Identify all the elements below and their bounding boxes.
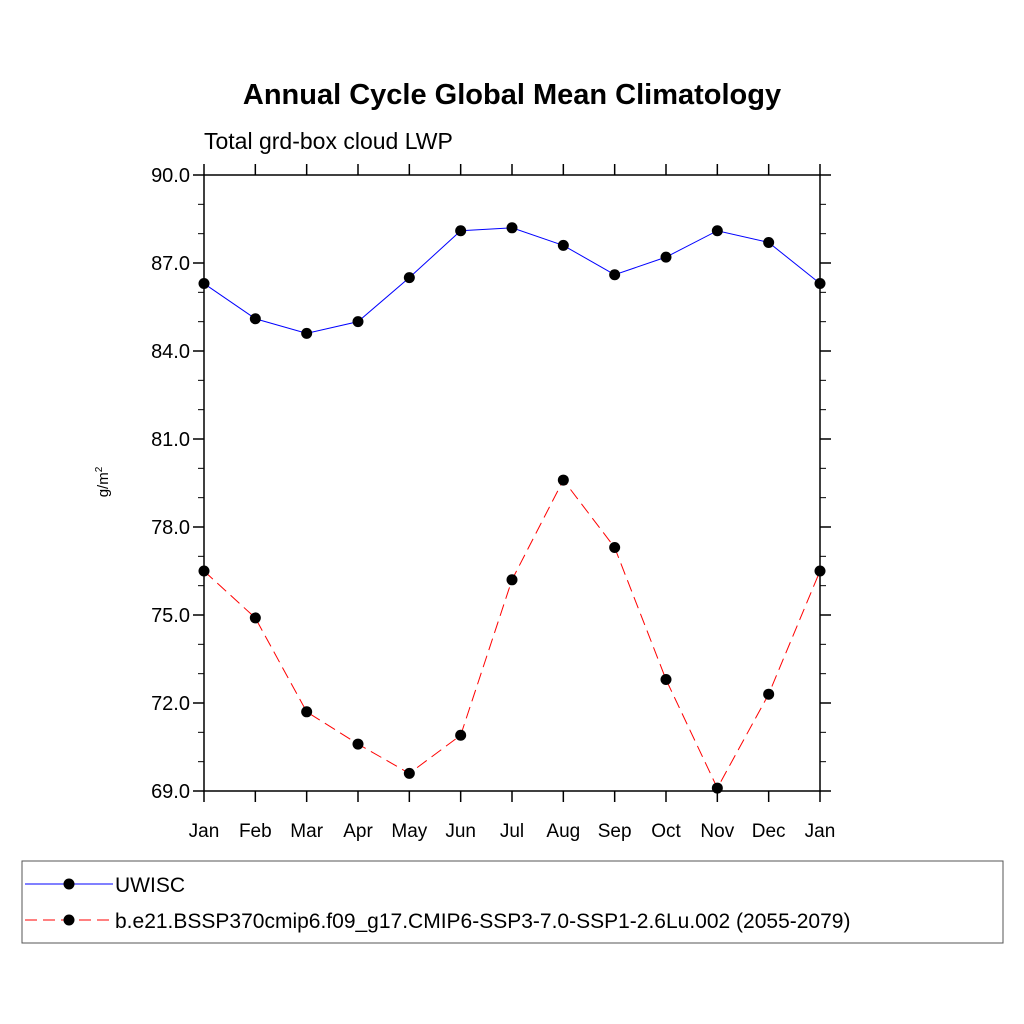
data-point [403, 272, 415, 284]
x-tick-label: Mar [290, 821, 323, 842]
series-layer [198, 222, 826, 794]
data-point [455, 729, 467, 741]
y-axis-label-text: g/m [95, 472, 112, 497]
legend-marker [63, 878, 75, 890]
legend-entry-2: b.e21.BSSP370cmip6.f09_g17.CMIP6-SSP3-7.… [25, 910, 850, 933]
x-tick-label: Jun [445, 821, 476, 842]
data-point [506, 222, 518, 234]
axis-ticks [193, 164, 831, 802]
data-point [249, 612, 261, 624]
data-point [557, 474, 569, 486]
x-tick-label: Jul [500, 821, 524, 842]
data-point [711, 782, 723, 794]
data-point [352, 316, 364, 328]
legend-box [21, 860, 1004, 944]
y-tick-label: 87.0 [151, 253, 190, 275]
x-tick-label: Oct [651, 821, 681, 842]
legend: UWISC b.e21.BSSP370cmip6.f09_g17.CMIP6-SS… [21, 860, 1004, 944]
data-point [249, 313, 261, 325]
data-point [609, 542, 621, 554]
y-tick-label: 78.0 [151, 517, 190, 539]
data-point [455, 225, 467, 237]
data-point [660, 251, 672, 263]
y-tick-label: 84.0 [151, 341, 190, 363]
x-tick-label: Sep [598, 821, 632, 842]
x-tick-label: Aug [546, 821, 580, 842]
y-axis-label: g/m2 [94, 466, 112, 497]
y-tick-label: 75.0 [151, 605, 190, 627]
data-point [301, 706, 313, 718]
y-tick-label: 72.0 [151, 693, 190, 715]
data-point [557, 239, 569, 251]
series-1 [198, 222, 826, 339]
plot-frame [203, 174, 821, 792]
y-tick-label: 81.0 [151, 429, 190, 451]
legend-entries: UWISC b.e21.BSSP370cmip6.f09_g17.CMIP6-SS… [25, 874, 850, 933]
data-point [711, 225, 723, 237]
series-2 [198, 474, 826, 794]
x-tick-label: Dec [752, 821, 786, 842]
data-point [301, 327, 313, 339]
data-point [403, 767, 415, 779]
y-tick-label: 69.0 [151, 781, 190, 803]
chart-subtitle: Total grd-box cloud LWP [204, 128, 453, 154]
x-tick-label: May [391, 821, 427, 842]
data-point [609, 269, 621, 281]
x-tick-label: Jan [189, 821, 220, 842]
data-point [763, 688, 775, 700]
axis-tick-labels: 90.0 87.0 84.0 81.0 78.0 75.0 72.0 69.0 Jan Feb Ma… [151, 165, 835, 842]
legend-label: UWISC [115, 874, 185, 897]
series-line [203, 479, 821, 790]
data-point [506, 574, 518, 586]
legend-label: b.e21.BSSP370cmip6.f09_g17.CMIP6-SSP3-7.… [115, 910, 850, 933]
legend-marker [63, 914, 75, 926]
x-tick-label: Jan [805, 821, 836, 842]
x-tick-label: Nov [700, 821, 734, 842]
series-line [203, 227, 821, 334]
data-point [763, 236, 775, 248]
legend-entry-1: UWISC [25, 874, 185, 897]
chart-title: Annual Cycle Global Mean Climatology [243, 79, 781, 111]
x-tick-label: Apr [343, 821, 373, 842]
x-tick-label: Feb [239, 821, 272, 842]
data-point [660, 674, 672, 686]
y-tick-label: 90.0 [151, 165, 190, 187]
y-axis-label-superscript: 2 [94, 466, 105, 472]
data-point [352, 738, 364, 750]
